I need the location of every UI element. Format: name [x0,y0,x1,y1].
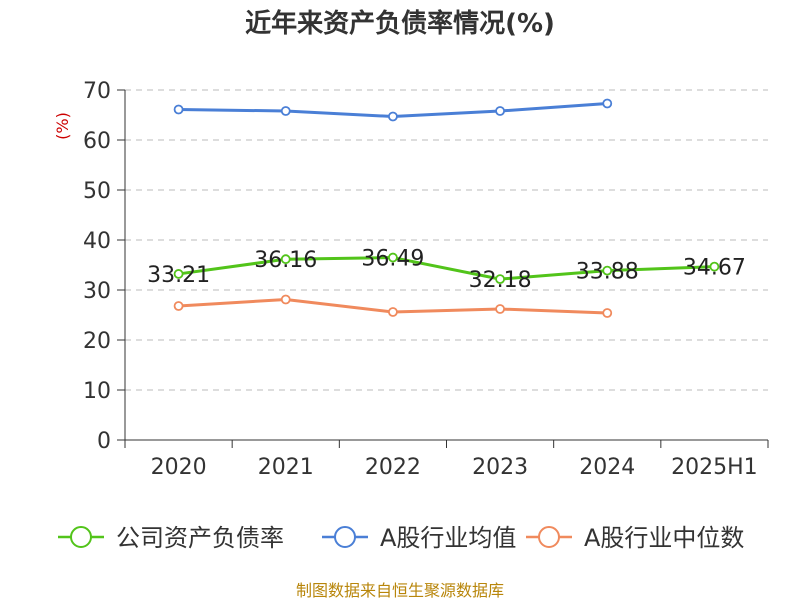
data-point [495,106,505,116]
data-point [602,98,613,109]
y-tick-label: 70 [83,79,111,104]
data-point [173,301,184,311]
data-point [173,104,184,115]
x-tick-label: 2024 [579,455,635,480]
source-note: 制图数据来自恒生聚源数据库 [296,581,504,600]
data-point [388,111,398,122]
y-tick-label: 50 [83,179,111,204]
legend-label: A股行业中位数 [584,524,744,552]
data-label: 34.67 [683,256,746,281]
x-tick-label: 2022 [365,455,421,480]
data-point [173,269,184,279]
x-tick-label: 2020 [151,455,207,480]
y-tick-label: 60 [83,129,111,154]
y-tick-label: 40 [83,229,111,254]
series-lines [173,98,720,318]
data-point [495,304,505,314]
legend-marker [334,526,356,548]
data-point [280,106,291,116]
y-tick-label: 20 [83,329,111,354]
legend-marker [70,526,92,548]
data-point [388,307,398,317]
legend-label: 公司资产负债率 [116,524,284,552]
y-axis-label: (%) [53,112,72,140]
data-label: 32.18 [469,268,532,293]
chart-title: 近年来资产负债率情况(%) [245,8,555,39]
data-label: 36.49 [361,247,424,272]
x-tick-label: 2025H1 [671,455,758,480]
data-point [280,294,291,305]
data-point [280,254,291,265]
data-point [602,308,613,318]
legend: 公司资产负债率 A股行业均值 A股行业中位数 [58,524,744,552]
data-point [495,274,505,285]
data-labels: 33.21 36.16 36.49 32.18 33.88 34.67 [147,247,746,294]
y-tick-label: 30 [83,279,111,304]
series-line [178,256,715,281]
data-point [602,265,613,276]
x-tick-label: 2023 [472,455,528,480]
y-tick-label: 0 [97,429,111,454]
data-label: 36.16 [254,248,317,273]
grid [125,89,768,391]
legend-marker [538,526,560,548]
data-label: 33.88 [576,260,639,285]
data-point [388,252,398,263]
x-tick-label: 2021 [258,455,314,480]
data-point [709,261,720,272]
data-label: 33.21 [147,263,210,288]
legend-label: A股行业均值 [380,524,516,552]
axes: 0 10 20 30 40 50 60 70 2020 2021 2022 2023 2024 2025H… [83,79,769,480]
y-tick-label: 10 [83,379,111,404]
